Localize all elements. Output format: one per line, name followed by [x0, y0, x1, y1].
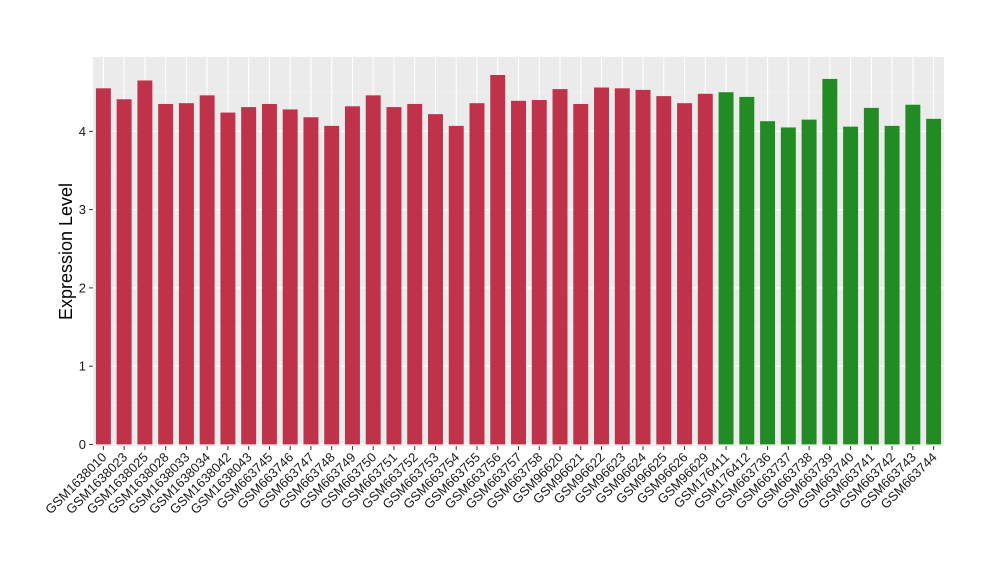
bar-GSM1638028	[158, 103, 174, 445]
bar-GSM663741	[863, 107, 879, 445]
bar-GSM663756	[490, 75, 506, 445]
x-axis: GSM1638010GSM1638023GSM1638025GSM1638028…	[42, 446, 940, 517]
bar-GSM96629	[697, 93, 713, 445]
bar-GSM96620	[552, 89, 568, 445]
bar-GSM96623	[614, 88, 630, 445]
y-tick-label: 2	[79, 280, 86, 295]
bar-GSM96626	[677, 103, 693, 445]
bar-GSM663739	[822, 78, 838, 445]
bar-GSM1638042	[220, 112, 236, 445]
bar-GSM663746	[282, 109, 298, 445]
y-axis-title: Expression Level	[56, 183, 76, 320]
bar-GSM663752	[407, 103, 423, 445]
bar-GSM663737	[780, 127, 796, 445]
bar-GSM663755	[469, 103, 485, 445]
bar-GSM663754	[448, 125, 464, 445]
bar-GSM176412	[739, 96, 755, 445]
bar-GSM1638034	[199, 95, 215, 445]
bar-GSM663749	[344, 106, 360, 445]
bar-GSM663750	[365, 95, 381, 445]
bar-GSM663758	[531, 100, 547, 445]
bar-GSM663740	[843, 126, 859, 445]
bar-GSM663744	[926, 118, 942, 445]
bar-GSM1638033	[178, 103, 194, 445]
y-tick-label: 1	[79, 359, 86, 374]
bar-GSM663742	[884, 125, 900, 445]
bar-GSM1638023	[116, 99, 132, 445]
bar-GSM96621	[573, 103, 589, 445]
bar-GSM663743	[905, 104, 921, 445]
y-tick-label: 3	[79, 202, 86, 217]
bar-GSM176411	[718, 92, 734, 445]
bars	[95, 75, 942, 445]
bar-GSM663751	[386, 107, 402, 445]
bar-GSM663738	[801, 119, 817, 445]
bar-GSM663753	[428, 114, 443, 445]
bar-GSM96625	[656, 96, 672, 445]
bar-GSM663757	[511, 100, 526, 445]
bar-GSM1638025	[137, 80, 153, 445]
y-tick-label: 0	[79, 437, 86, 452]
bar-GSM663748	[324, 125, 340, 445]
bar-GSM96622	[594, 87, 609, 445]
bar-GSM663736	[760, 121, 776, 445]
bar-GSM96624	[635, 89, 651, 445]
bar-GSM663747	[303, 117, 319, 445]
y-tick-label: 4	[79, 124, 86, 139]
bar-GSM1638043	[241, 107, 257, 445]
bar-GSM1638010	[95, 88, 111, 445]
bar-GSM663745	[261, 103, 277, 445]
y-axis: 0 1 2 3 4	[79, 124, 93, 452]
